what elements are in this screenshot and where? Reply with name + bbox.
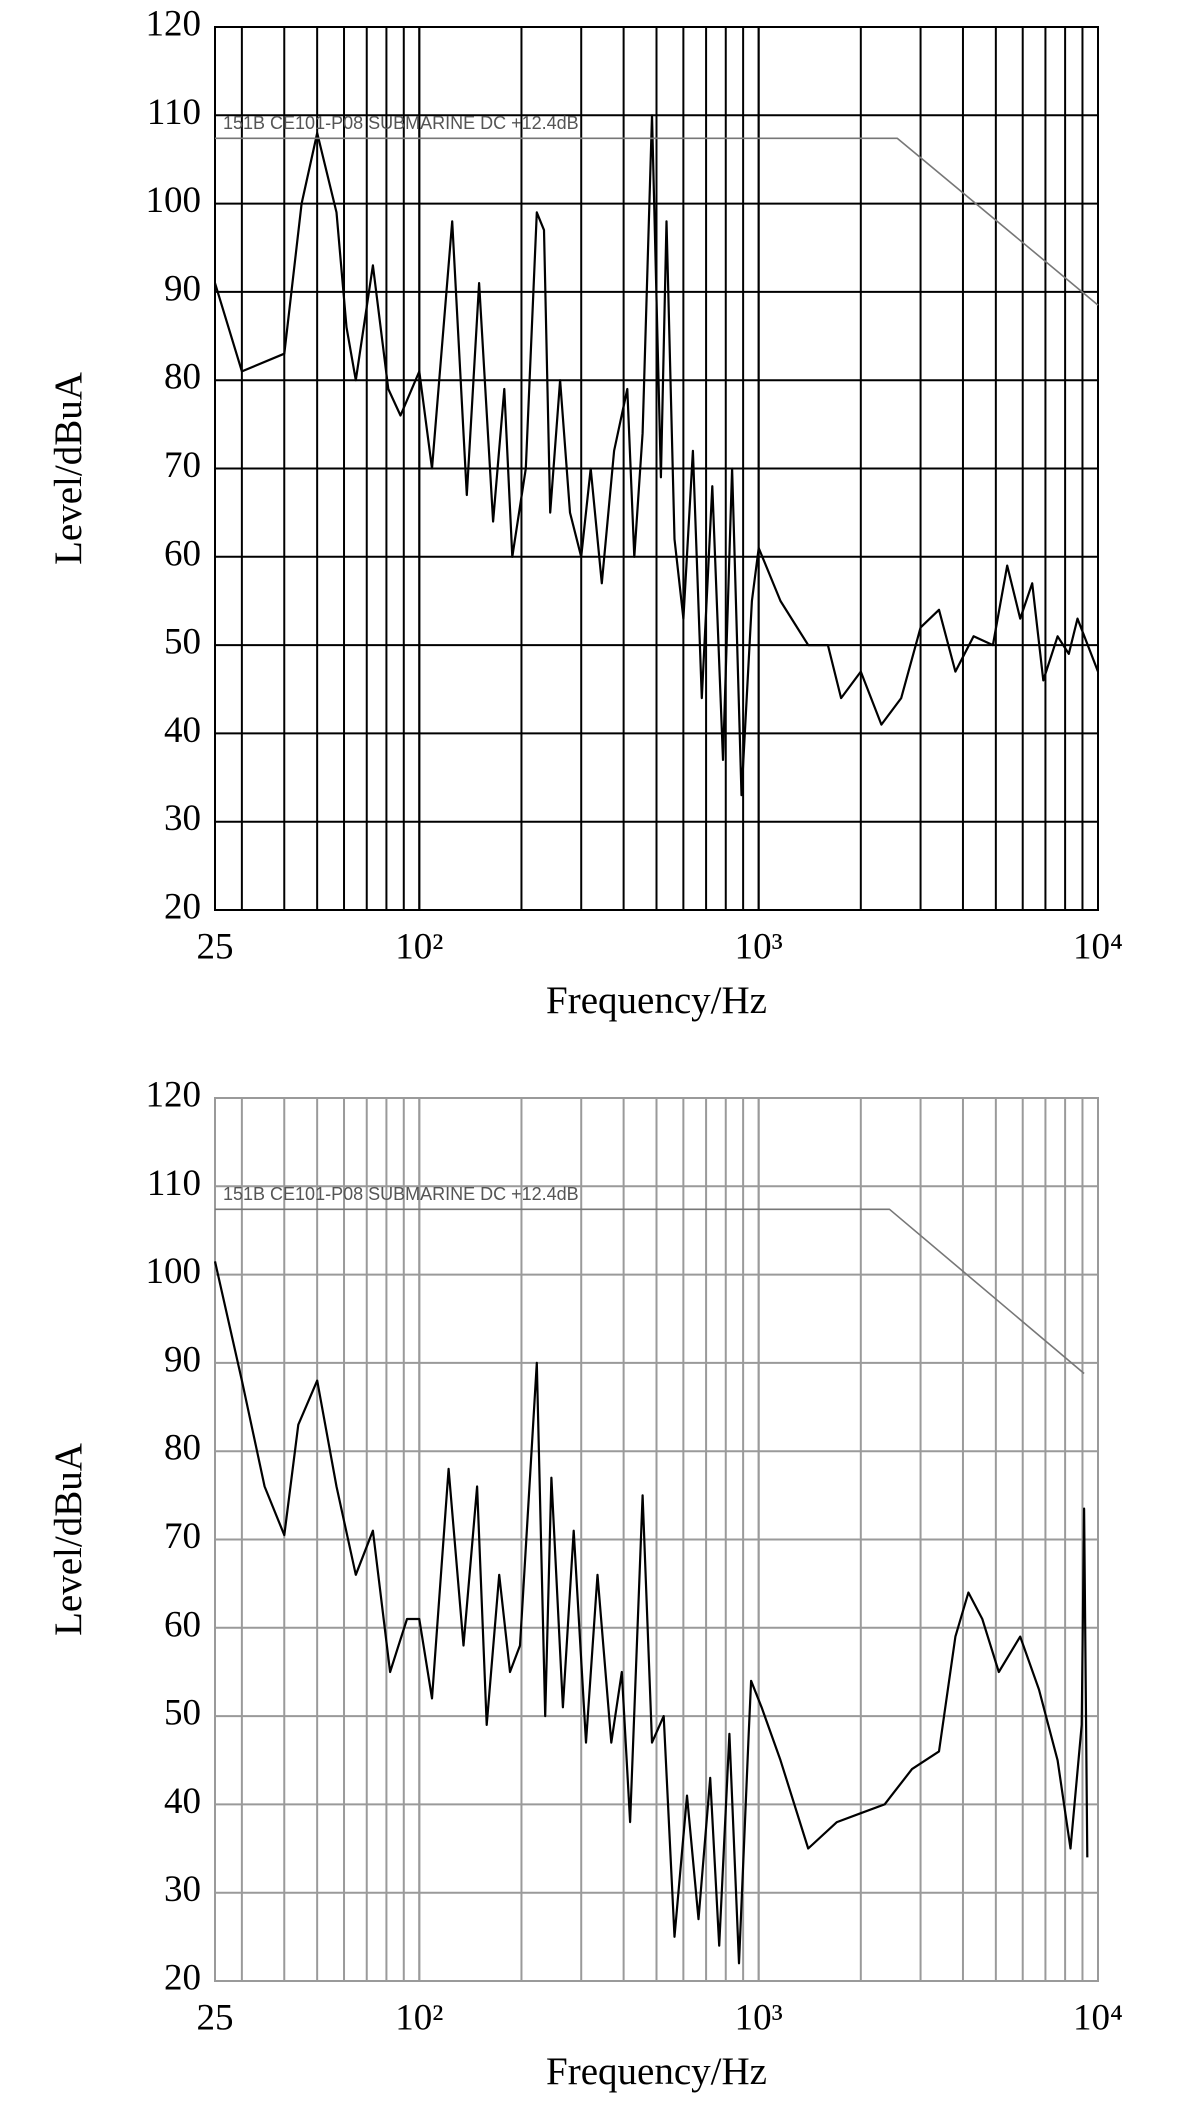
annotation: 151B CE101-P08 SUBMARINE DC +12.4dB — [223, 113, 579, 133]
y-tick-label: 100 — [146, 1251, 202, 1292]
annotation: 151B CE101-P08 SUBMARINE DC +12.4dB — [223, 1184, 579, 1204]
y-tick-label: 40 — [164, 710, 201, 751]
y-tick-label: 50 — [164, 622, 201, 663]
y-tick-label: 80 — [164, 1428, 201, 1469]
y-tick-label: 20 — [164, 886, 201, 927]
chart: 20 30 40 50 60 70 80 90 100 110 120 25 10² 10³ 10⁴ 151B… — [47, 1074, 1123, 2092]
x-tick-label: 25 — [197, 1997, 234, 2038]
series-line — [213, 1261, 1089, 1965]
y-tick-label: 60 — [164, 533, 201, 574]
series-line — [215, 137, 1099, 306]
x-tick-label: 10³ — [735, 1997, 783, 2038]
x-axis-title: Frequency/Hz — [546, 2050, 767, 2093]
x-tick-label: 10⁴ — [1073, 1997, 1123, 2038]
y-axis-title: Level/dBuA — [47, 1443, 90, 1636]
y-tick-label: 100 — [146, 180, 202, 221]
y-tick-label: 80 — [164, 357, 201, 398]
y-tick-label: 120 — [146, 3, 202, 44]
x-tick-label: 25 — [197, 926, 234, 967]
y-tick-label: 30 — [164, 1869, 201, 1910]
chart: 20 30 40 50 60 70 80 90 100 110 120 25 10² 10³ 10⁴ 151B… — [47, 3, 1123, 1021]
y-tick-label: 60 — [164, 1604, 201, 1645]
y-axis-title: Level/dBuA — [47, 372, 90, 565]
y-tick-label: 50 — [164, 1693, 201, 1734]
y-tick-label: 40 — [164, 1781, 201, 1822]
series-line — [215, 1208, 1085, 1375]
y-tick-label: 110 — [147, 1163, 201, 1204]
y-tick-label: 90 — [164, 1339, 201, 1380]
plot-frame — [214, 26, 1099, 911]
x-tick-label: 10² — [395, 1997, 443, 2038]
plot-frame — [214, 1097, 1099, 1982]
x-tick-label: 10² — [395, 926, 443, 967]
y-tick-label: 110 — [147, 92, 201, 133]
x-tick-label: 10⁴ — [1073, 926, 1123, 967]
y-tick-label: 70 — [164, 1516, 201, 1557]
x-axis-title: Frequency/Hz — [546, 979, 767, 1022]
y-tick-label: 20 — [164, 1957, 201, 1998]
y-tick-label: 90 — [164, 268, 201, 309]
series-line — [213, 114, 1100, 797]
y-tick-label: 30 — [164, 798, 201, 839]
y-tick-label: 120 — [146, 1074, 202, 1115]
x-tick-label: 10³ — [735, 926, 783, 967]
y-tick-label: 70 — [164, 445, 201, 486]
